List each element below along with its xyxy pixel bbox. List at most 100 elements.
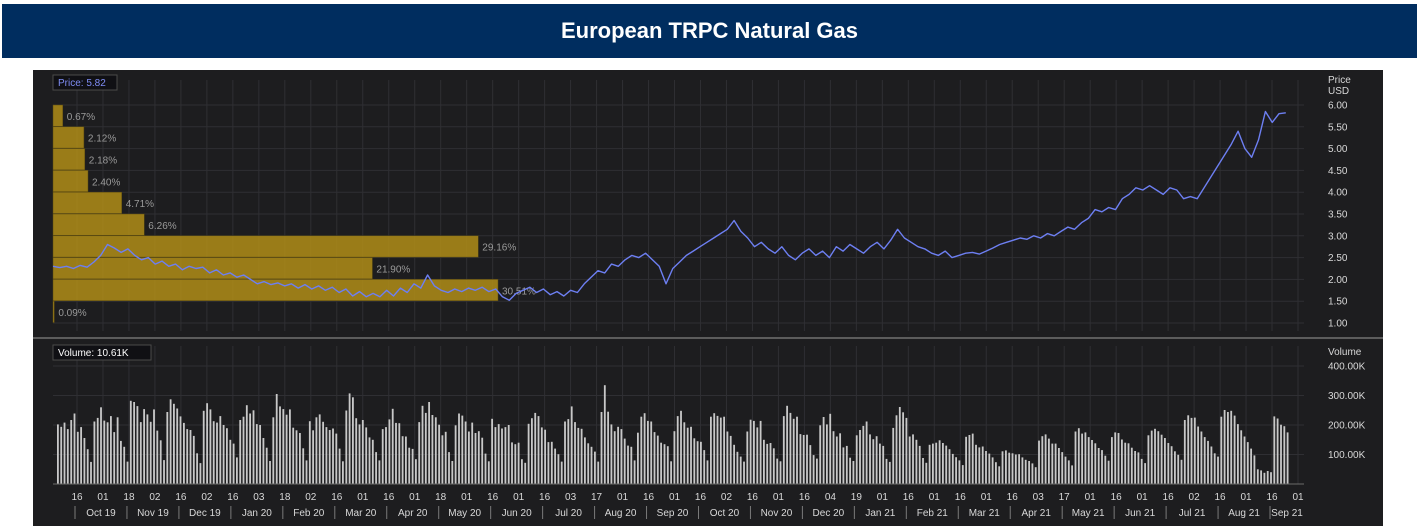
volume-bar bbox=[607, 411, 610, 484]
x-day-label: 02 bbox=[149, 492, 161, 503]
volume-bar bbox=[594, 451, 596, 484]
volume-bar bbox=[560, 461, 563, 484]
volume-bar bbox=[279, 406, 281, 484]
volume-bar bbox=[464, 421, 467, 484]
volume-bar bbox=[1227, 412, 1229, 484]
volume-bar bbox=[308, 421, 311, 484]
volume-bar bbox=[471, 422, 474, 484]
volume-bar bbox=[1028, 461, 1031, 484]
volume-bar bbox=[189, 430, 192, 484]
volume-bar bbox=[1250, 448, 1253, 484]
volume-bar bbox=[96, 417, 99, 484]
volume-bar bbox=[1034, 467, 1037, 484]
x-day-label: 16 bbox=[487, 492, 499, 503]
volume-bar bbox=[769, 443, 772, 484]
volume-bar bbox=[719, 417, 722, 484]
volume-profile-bar bbox=[52, 213, 145, 236]
volume-bar bbox=[806, 434, 808, 484]
volume-bar bbox=[1210, 446, 1213, 484]
x-day-label: 16 bbox=[1266, 492, 1278, 503]
volume-bar bbox=[90, 461, 92, 484]
chart-svg: 0.67% 2.12% 2.18% 2.40% 4.71% 6.26% 29.16% 21.9… bbox=[33, 74, 1383, 519]
volume-bar bbox=[932, 443, 934, 484]
volume-bar bbox=[1260, 470, 1263, 484]
price-tick-label: 4.50 bbox=[1328, 166, 1348, 177]
volume-bar bbox=[985, 451, 987, 484]
volume-bar bbox=[355, 418, 358, 484]
volume-bar bbox=[269, 461, 271, 484]
volume-bar bbox=[978, 447, 981, 484]
volume-bar bbox=[620, 429, 623, 484]
volume-bar bbox=[388, 419, 391, 484]
price-line bbox=[52, 110, 1286, 302]
volume-bar bbox=[988, 453, 991, 484]
volume-profile-label: 0.09% bbox=[58, 308, 86, 319]
x-day-label: 16 bbox=[903, 492, 915, 503]
volume-bar bbox=[60, 426, 63, 484]
volume-bar bbox=[176, 408, 179, 484]
volume-bar bbox=[1121, 439, 1123, 484]
volume-bar bbox=[434, 417, 437, 484]
volume-bar bbox=[1064, 456, 1067, 484]
volume-bar bbox=[262, 438, 265, 484]
volume-bar bbox=[623, 438, 626, 484]
volume-bar bbox=[1217, 456, 1219, 484]
volume-profile-bar bbox=[52, 170, 89, 192]
x-month-label: Sep 20 bbox=[657, 508, 689, 519]
x-day-label: 16 bbox=[1007, 492, 1019, 503]
volume-bar bbox=[1283, 426, 1286, 484]
volume-bar bbox=[1048, 438, 1050, 484]
volume-bar bbox=[998, 466, 1001, 484]
volume-bar bbox=[461, 415, 464, 484]
x-day-label: 16 bbox=[955, 492, 967, 503]
x-day-label: 02 bbox=[201, 492, 213, 503]
x-month-label: May 21 bbox=[1072, 508, 1105, 519]
price-readout-box bbox=[52, 74, 118, 91]
volume-bar bbox=[540, 427, 543, 484]
volume-bar bbox=[385, 427, 387, 484]
volume-bar bbox=[898, 407, 901, 484]
volume-bar bbox=[859, 430, 861, 484]
x-day-label: 03 bbox=[565, 492, 577, 503]
volume-bar bbox=[922, 458, 924, 484]
volume-bar bbox=[454, 425, 457, 484]
volume-tick-label: 100.00K bbox=[1328, 450, 1366, 461]
volume-bar bbox=[1130, 447, 1133, 484]
volume-bar bbox=[1203, 437, 1206, 484]
x-day-label: 16 bbox=[227, 492, 239, 503]
volume-bar bbox=[226, 428, 228, 484]
volume-bar bbox=[352, 397, 354, 484]
volume-bar bbox=[1018, 454, 1021, 484]
volume-bar bbox=[570, 406, 573, 484]
volume-bar bbox=[103, 420, 106, 484]
volume-bar bbox=[275, 394, 278, 484]
volume-bar bbox=[149, 421, 152, 484]
volume-bar bbox=[912, 434, 914, 484]
volume-bar bbox=[875, 436, 878, 484]
x-month-label: Dec 20 bbox=[813, 508, 845, 519]
volume-bar bbox=[1001, 451, 1004, 484]
volume-bar bbox=[305, 460, 308, 484]
volume-bar bbox=[968, 435, 971, 484]
volume-bar bbox=[405, 436, 407, 484]
volume-profile-bar bbox=[52, 148, 86, 171]
volume-profile-bar bbox=[52, 279, 499, 301]
volume-tick-label: 300.00K bbox=[1328, 391, 1366, 402]
x-day-label: 01 bbox=[1085, 492, 1097, 503]
volume-bar bbox=[845, 445, 848, 484]
volume-bar bbox=[557, 454, 560, 484]
x-month-label: Aug 21 bbox=[1228, 508, 1260, 519]
volume-bar bbox=[361, 420, 364, 484]
volume-bar bbox=[524, 462, 527, 484]
volume-bar bbox=[1104, 455, 1107, 484]
volume-bar bbox=[312, 430, 315, 484]
volume-bar bbox=[676, 416, 679, 484]
x-day-label: 18 bbox=[123, 492, 135, 503]
volume-bar bbox=[1024, 459, 1027, 484]
volume-bar bbox=[428, 402, 431, 484]
volume-bar bbox=[1058, 448, 1060, 484]
volume-bar bbox=[133, 402, 136, 484]
volume-bar bbox=[1005, 450, 1007, 484]
volume-bar bbox=[1270, 472, 1272, 484]
x-day-label: 01 bbox=[357, 492, 369, 503]
